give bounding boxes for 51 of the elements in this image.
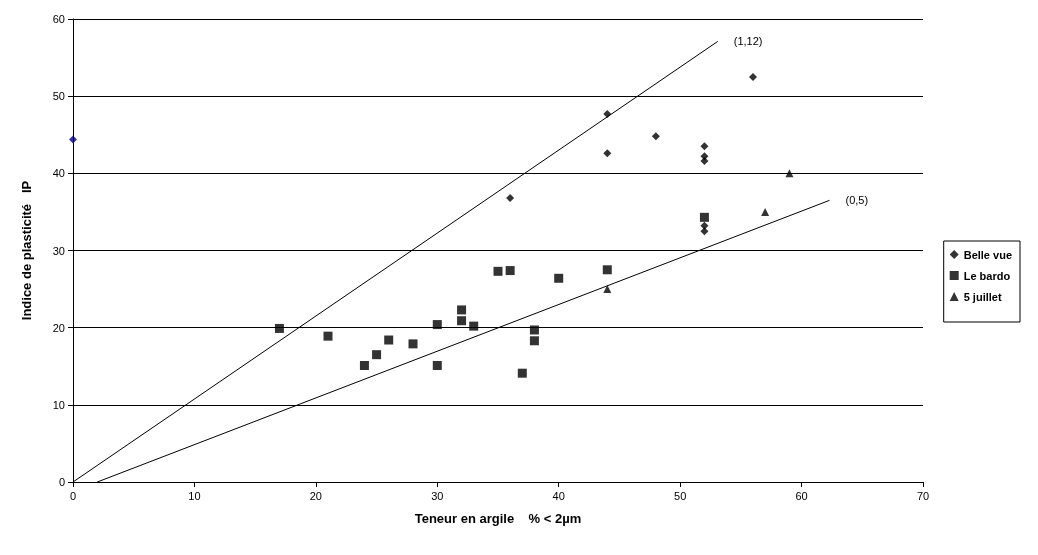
y-tick-label: 60 <box>52 13 65 25</box>
y-tick-label: 40 <box>52 167 65 180</box>
point <box>457 316 467 326</box>
point <box>408 339 418 349</box>
x-tick-label: 40 <box>552 489 565 502</box>
point <box>469 321 479 331</box>
y-tick-label: 30 <box>52 244 65 257</box>
x-tick-label: 70 <box>916 489 930 502</box>
point <box>700 227 709 236</box>
point <box>517 368 527 378</box>
x-tick-label: 0 <box>69 489 77 502</box>
point <box>457 305 467 315</box>
point <box>69 135 77 144</box>
point <box>529 325 539 335</box>
series-label: (1,12) <box>733 35 763 48</box>
point <box>274 323 284 333</box>
legend-label: Le bardo <box>963 269 1011 282</box>
point <box>761 207 770 216</box>
x-tick-label: 60 <box>795 489 808 502</box>
y-tick-label: 0 <box>58 476 65 488</box>
x-tick-label: 50 <box>674 489 687 502</box>
x-axis-title: Teneur en argile % < 2µm <box>414 511 582 526</box>
point <box>372 350 382 360</box>
point <box>651 132 660 141</box>
y-tick-label: 20 <box>52 321 65 334</box>
point <box>323 331 333 341</box>
y-axis-title: Indice de plasticité IP <box>19 180 34 321</box>
series-label: (0,5) <box>845 194 869 207</box>
point <box>603 149 612 158</box>
point <box>529 336 539 346</box>
y-tick-label: 10 <box>52 398 65 411</box>
point <box>554 273 564 283</box>
point <box>432 360 442 370</box>
point <box>602 265 612 275</box>
point <box>785 169 794 178</box>
point <box>699 212 709 222</box>
point <box>359 360 369 370</box>
point <box>700 156 709 165</box>
legend-label: 5 juillet <box>963 290 1002 303</box>
point <box>384 335 394 345</box>
y-tick-label: 50 <box>52 90 65 103</box>
x-tick-label: 30 <box>431 489 444 502</box>
point <box>432 320 442 330</box>
point <box>700 142 709 151</box>
point <box>493 266 503 276</box>
point <box>749 72 757 81</box>
point <box>505 266 515 276</box>
x-tick-label: 20 <box>309 489 322 502</box>
legend-label: Belle vue <box>963 248 1013 261</box>
point <box>506 194 515 203</box>
x-tick-label: 10 <box>188 489 201 502</box>
